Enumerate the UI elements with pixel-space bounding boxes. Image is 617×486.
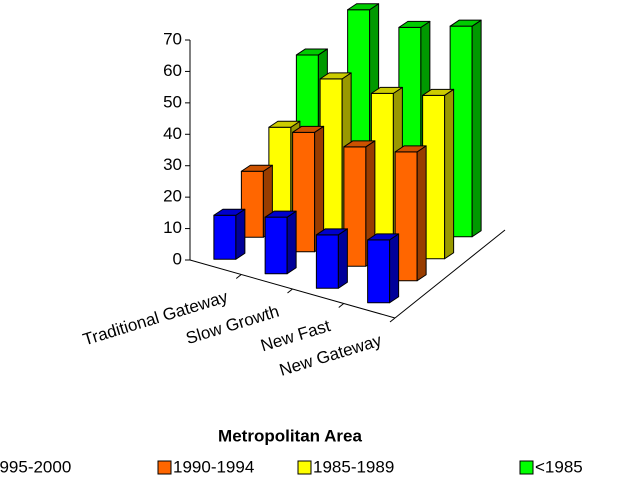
y-tick-label: 30 xyxy=(163,155,182,174)
bar xyxy=(394,145,427,282)
bar xyxy=(343,140,376,267)
x-axis-title: Metropolitan Area xyxy=(218,426,362,445)
bar-top xyxy=(398,20,431,28)
bar xyxy=(292,125,325,253)
bar-top xyxy=(367,233,400,241)
legend-label: <1985 xyxy=(535,457,583,476)
bar-top xyxy=(370,86,403,94)
y-tick-label: 20 xyxy=(163,187,182,206)
bar-front xyxy=(213,214,237,260)
bar-top xyxy=(240,164,273,172)
category-tick xyxy=(235,274,242,279)
bar-front xyxy=(315,234,339,289)
y-tick-label: 40 xyxy=(163,124,182,143)
legend-label: 1985-1989 xyxy=(313,457,394,476)
bar xyxy=(449,19,482,238)
bar-top xyxy=(394,145,427,153)
bar-front xyxy=(367,239,391,304)
bar-side xyxy=(471,19,482,238)
bar-top xyxy=(315,228,348,236)
floor-edge xyxy=(394,229,506,319)
bar-side xyxy=(444,88,455,260)
bar-side xyxy=(389,233,400,304)
legend-label: 1995-2000 xyxy=(0,457,71,476)
bar-top xyxy=(213,208,246,216)
legend-swatch xyxy=(157,460,172,475)
legend-swatch xyxy=(519,460,534,475)
bar xyxy=(264,210,297,275)
bar-top xyxy=(264,210,297,218)
bar xyxy=(213,208,246,260)
bar-top xyxy=(343,140,376,148)
bar-top xyxy=(292,125,325,133)
legend-swatch xyxy=(297,460,312,475)
bar xyxy=(367,233,400,304)
category-tick xyxy=(287,288,293,294)
category-tick xyxy=(338,303,345,308)
bar xyxy=(315,228,348,289)
bar-front xyxy=(264,216,288,275)
y-tick-label: 50 xyxy=(163,92,182,111)
bar-side xyxy=(286,210,297,275)
bar-top xyxy=(422,88,455,96)
category-tick xyxy=(389,317,396,323)
y-tick-label: 10 xyxy=(163,218,182,237)
bar-side xyxy=(337,228,348,289)
y-tick-label: 60 xyxy=(163,61,182,80)
bar xyxy=(422,88,455,260)
y-tick-label: 70 xyxy=(163,29,182,48)
y-tick-label: 0 xyxy=(173,249,182,268)
bar-top xyxy=(295,48,328,56)
bar-top xyxy=(347,3,380,11)
bar-side xyxy=(235,208,246,260)
legend-label: 1990-1994 xyxy=(173,457,254,476)
bar-top xyxy=(449,19,482,27)
bar-side xyxy=(416,145,427,282)
bar-top xyxy=(268,120,301,128)
bar-top xyxy=(319,72,352,80)
